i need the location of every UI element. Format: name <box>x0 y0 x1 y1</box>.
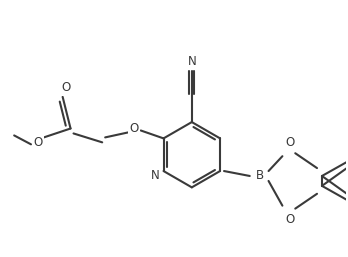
Text: O: O <box>286 213 295 226</box>
Text: B: B <box>255 169 264 182</box>
Text: O: O <box>61 81 70 94</box>
Text: O: O <box>286 136 295 149</box>
Text: N: N <box>188 55 196 68</box>
Text: N: N <box>151 169 160 182</box>
Text: O: O <box>33 136 42 149</box>
Text: O: O <box>129 122 139 135</box>
